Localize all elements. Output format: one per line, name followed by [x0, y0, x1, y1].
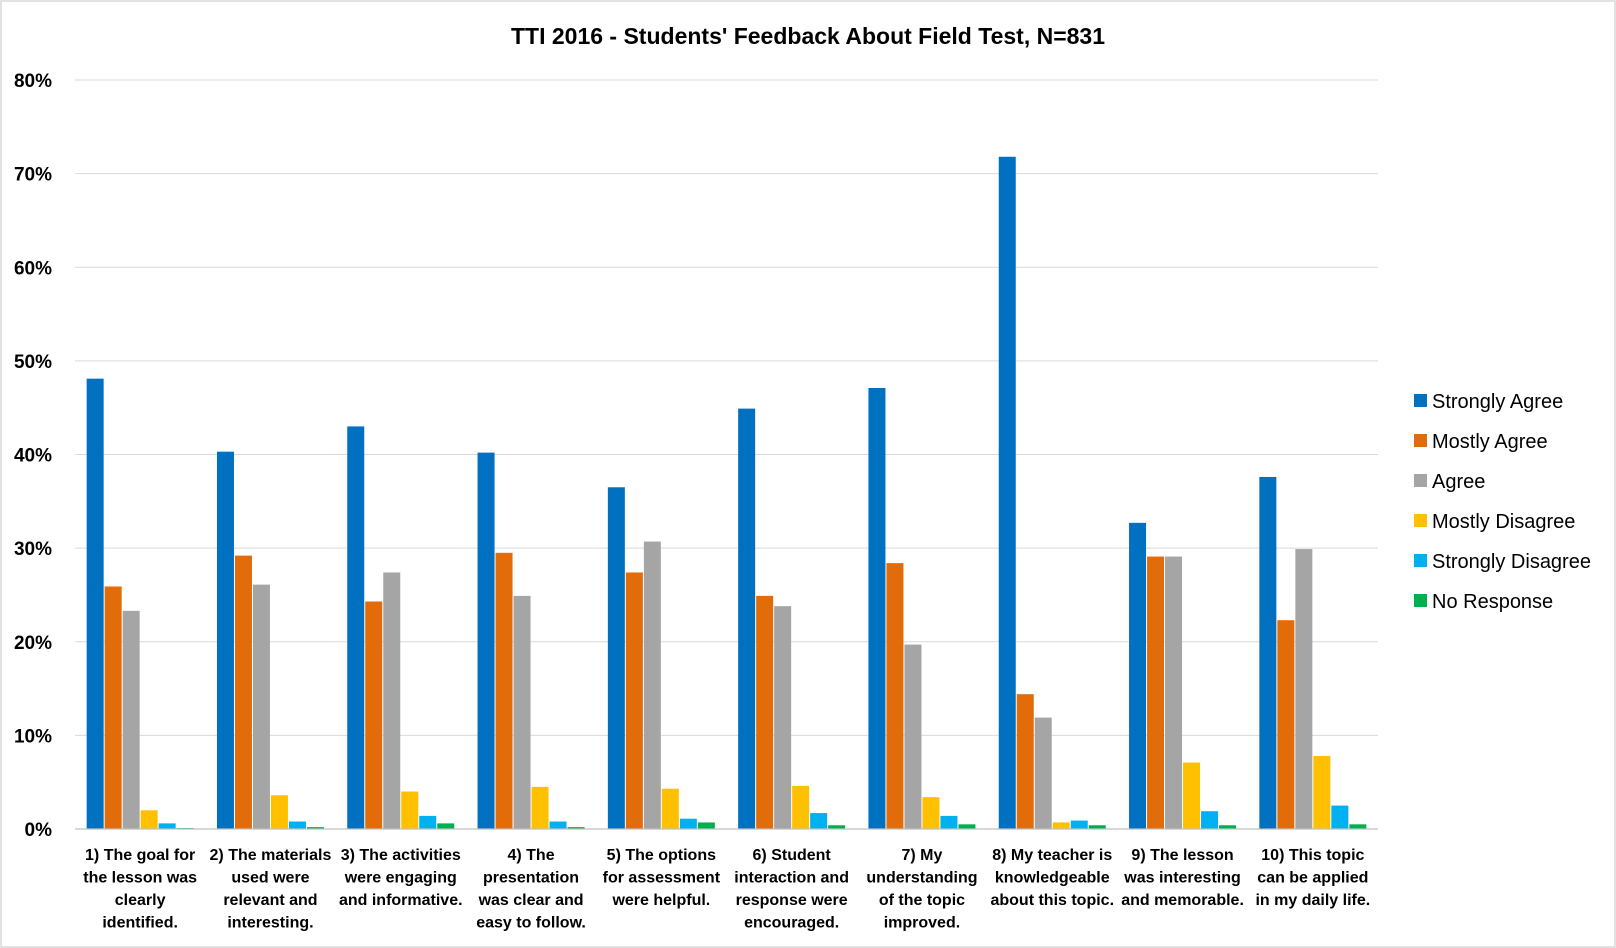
bar	[158, 823, 176, 829]
bar	[513, 595, 531, 829]
x-category-label: 4) The presentation was clear and easy to f…	[476, 847, 586, 932]
y-tick-label: 70%	[14, 165, 52, 186]
bar	[419, 815, 437, 829]
y-axis-ticks: 0% 10% 20% 30% 40% 50% 60% 70% 80%	[14, 71, 52, 841]
bar	[122, 610, 140, 829]
bar	[1219, 825, 1237, 829]
bar	[1088, 825, 1106, 829]
y-tick-label: 40%	[14, 446, 52, 467]
bar	[306, 827, 324, 829]
bar	[1165, 556, 1183, 829]
bar	[958, 824, 976, 829]
bar	[216, 451, 234, 829]
bar	[738, 408, 756, 829]
bar	[365, 601, 383, 829]
bar	[643, 541, 661, 829]
bar	[1183, 762, 1201, 829]
bar	[104, 586, 122, 829]
bar	[1016, 694, 1034, 829]
bar	[625, 572, 643, 829]
bar	[904, 644, 922, 829]
bar	[567, 827, 585, 829]
legend: Strongly Agree Mostly Agree Agree Mostly Di…	[1414, 391, 1591, 613]
legend-swatch	[1414, 434, 1427, 447]
x-category-label: 6) Student interaction and response were en…	[734, 847, 849, 932]
bar	[477, 452, 495, 829]
x-category-label: 2) The materials used were relevant and int…	[210, 847, 332, 932]
x-axis-labels: 1) The goal for the lesson was clearly iden…	[83, 847, 1370, 932]
bar	[1295, 549, 1313, 829]
bar	[1331, 805, 1349, 829]
legend-label: Agree	[1432, 471, 1485, 493]
x-category-label: 5) The options for assessment were helpful…	[603, 847, 721, 909]
legend-swatch	[1414, 594, 1427, 607]
bar	[607, 487, 625, 829]
bar	[998, 156, 1016, 829]
bar	[828, 825, 846, 829]
bar	[1349, 824, 1367, 829]
bar	[940, 815, 958, 829]
bar	[1070, 820, 1088, 829]
x-category-label: 9) The lesson was interesting and memorabl…	[1121, 847, 1244, 909]
bar	[1147, 556, 1165, 829]
legend-label: No Response	[1432, 591, 1553, 613]
bar	[1201, 811, 1219, 829]
legend-swatch	[1414, 394, 1427, 407]
legend-swatch	[1414, 514, 1427, 527]
bar	[86, 378, 104, 829]
bar	[922, 797, 940, 829]
bar	[531, 786, 549, 829]
y-tick-label: 20%	[14, 633, 52, 654]
bar	[495, 552, 513, 829]
bar	[270, 795, 288, 829]
y-tick-label: 0%	[25, 820, 53, 841]
bar	[401, 791, 419, 829]
legend-label: Strongly Disagree	[1432, 551, 1591, 573]
bar	[347, 426, 365, 829]
x-category-label: 10) This topic can be applied in my daily …	[1255, 847, 1370, 909]
legend-label: Strongly Agree	[1432, 391, 1563, 413]
x-category-label: 8) My teacher is knowledgeable about this …	[990, 847, 1114, 909]
legend-label: Mostly Disagree	[1432, 511, 1575, 533]
bar	[756, 595, 774, 829]
legend-swatch	[1414, 554, 1427, 567]
bar	[288, 821, 306, 829]
bar	[1034, 717, 1052, 829]
chart-title: TTI 2016 - Students' Feedback About Fiel…	[511, 23, 1105, 49]
bar	[792, 785, 810, 829]
bar	[810, 813, 828, 829]
bars	[86, 156, 1367, 829]
y-tick-label: 60%	[14, 258, 52, 279]
bar	[1259, 476, 1277, 829]
y-tick-label: 80%	[14, 71, 52, 92]
bar	[868, 388, 886, 829]
legend-label: Mostly Agree	[1432, 431, 1548, 453]
legend-swatch	[1414, 474, 1427, 487]
bar	[697, 822, 715, 829]
bar	[549, 821, 567, 829]
bar	[774, 606, 792, 829]
x-category-label: 3) The activities were engaging and inform…	[339, 847, 463, 909]
y-tick-label: 10%	[14, 726, 52, 747]
bar	[1052, 822, 1070, 829]
bar	[140, 810, 158, 829]
y-tick-label: 50%	[14, 352, 52, 373]
bar	[383, 572, 401, 829]
bar	[679, 818, 697, 829]
bar	[234, 555, 252, 829]
bar	[1313, 755, 1331, 829]
x-category-label: 7) My understanding of the topic improved.	[866, 847, 977, 932]
bar	[661, 788, 679, 829]
bar	[1277, 620, 1295, 829]
bar	[1129, 522, 1147, 829]
bar	[437, 823, 455, 829]
bar	[252, 584, 270, 829]
bar	[886, 563, 904, 829]
x-category-label: 1) The goal for the lesson was clearly iden…	[83, 847, 197, 932]
y-tick-label: 30%	[14, 539, 52, 560]
